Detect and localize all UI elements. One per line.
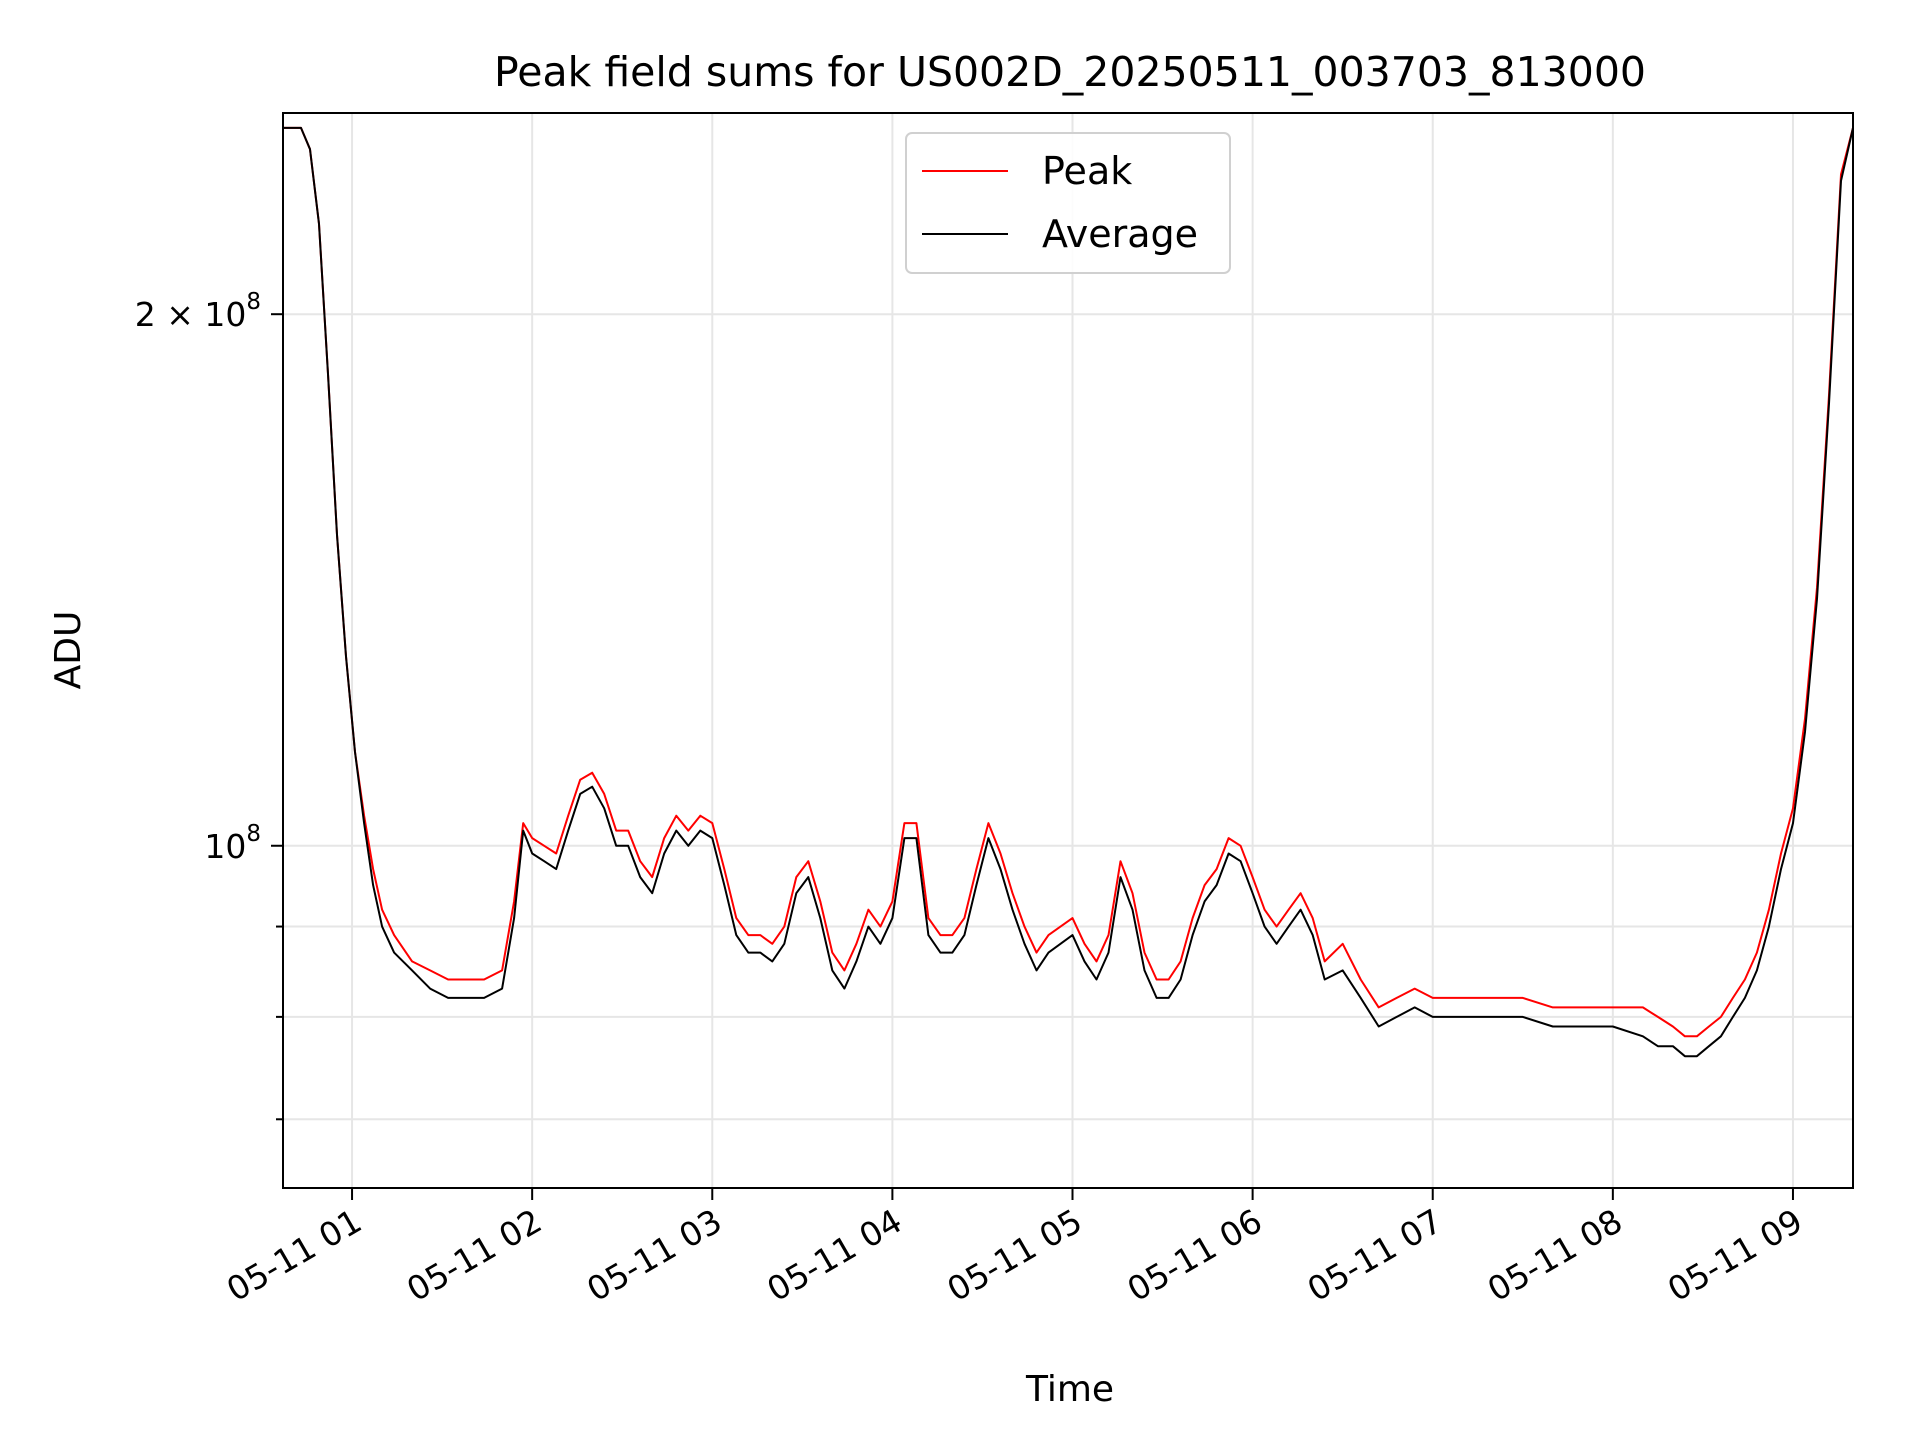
legend-label-peak: Peak: [1042, 149, 1132, 193]
legend-box: [905, 132, 1231, 274]
chart-title: Peak field sums for US002D_20250511_0037…: [494, 48, 1646, 96]
y-tick-exponent: 8: [246, 821, 261, 847]
y-tick-base: 10: [204, 827, 246, 866]
series-line-peak: [283, 126, 1854, 1038]
y-tick-base: 10: [204, 295, 246, 334]
legend-label-average: Average: [1042, 212, 1198, 256]
legend: Peak Average: [905, 132, 1231, 274]
x-axis-label: Time: [1025, 1369, 1114, 1410]
series-line-average: [283, 126, 1854, 1058]
grid: [283, 113, 1853, 1188]
y-tick-label: 2 × 108: [135, 289, 261, 334]
y-tick-exponent: 8: [246, 289, 261, 315]
series-lines: [283, 126, 1854, 1058]
y-axis-label: ADU: [48, 611, 89, 690]
y-tick-label: 108: [204, 821, 261, 866]
y-tick-mantissa: 2 ×: [135, 295, 205, 334]
plot-frame: [282, 112, 1854, 1189]
